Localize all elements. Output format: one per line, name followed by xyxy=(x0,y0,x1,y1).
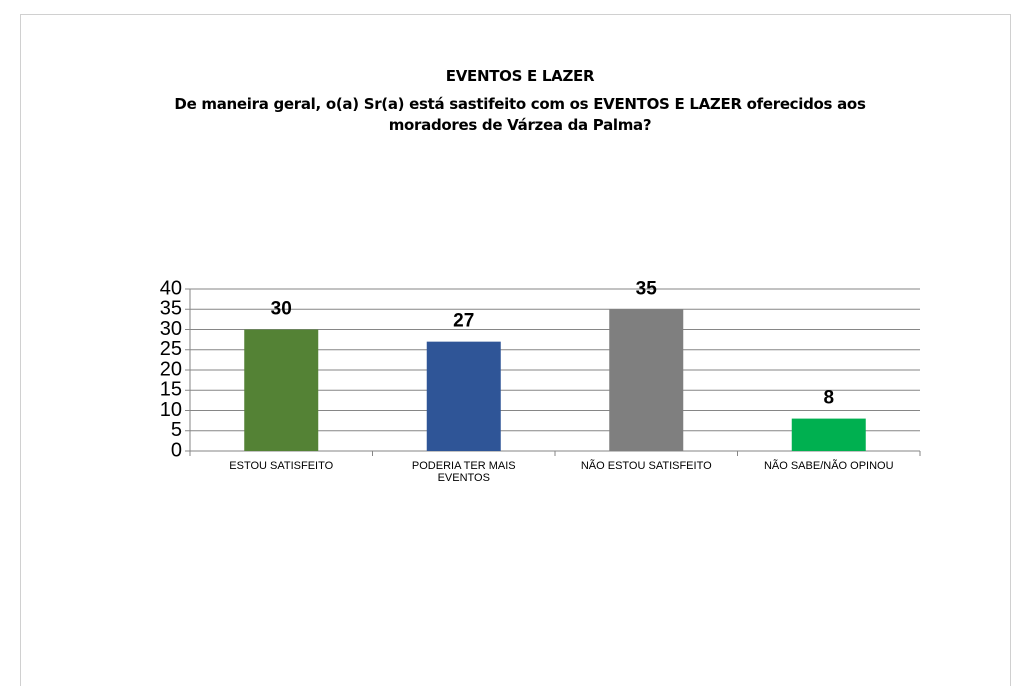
y-tick-label: 10 xyxy=(160,399,182,421)
chart-title: EVENTOS E LAZER xyxy=(445,67,595,85)
value-label: 8 xyxy=(823,388,834,409)
bar xyxy=(791,418,866,451)
y-tick-label: 25 xyxy=(160,338,182,360)
y-tick-label: 35 xyxy=(160,298,182,320)
bar xyxy=(244,329,319,451)
chart-subtitle: De maneira geral, o(a) Sr(a) está sastif… xyxy=(174,95,866,134)
value-label: 30 xyxy=(271,299,292,320)
bar xyxy=(609,309,684,451)
x-tick-label: NÃO ESTOU SATISFEITO xyxy=(580,460,712,472)
value-label: 27 xyxy=(453,311,474,332)
x-tick-label: ESTOU SATISFEITO xyxy=(229,460,334,472)
value-label: 35 xyxy=(636,278,658,299)
y-tick-label: 30 xyxy=(160,318,182,340)
y-tick-label: 40 xyxy=(160,277,182,299)
x-tick-label: NÃO SABE/NÃO OPINOU xyxy=(763,460,894,472)
y-tick-label: 15 xyxy=(160,379,182,401)
bar xyxy=(426,341,501,451)
y-tick-label: 0 xyxy=(171,439,182,461)
y-tick-label: 20 xyxy=(160,358,182,380)
y-tick-label: 5 xyxy=(171,419,182,441)
x-tick-label: PODERIA TER MAIS EVENTOS xyxy=(411,460,516,484)
